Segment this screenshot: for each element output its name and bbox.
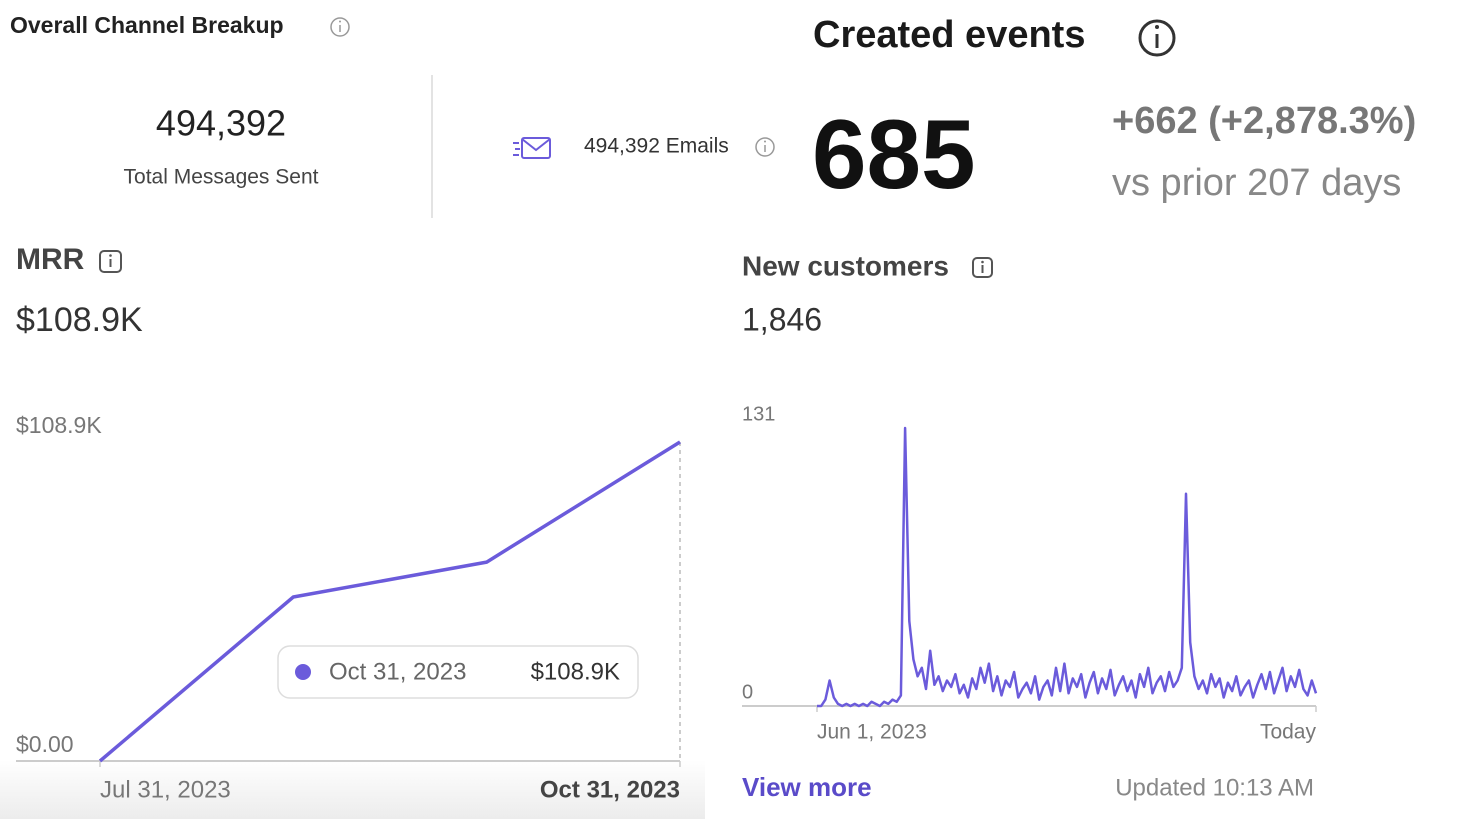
emails-count: 494,392 Emails	[584, 135, 729, 158]
updated-time: Updated 10:13 AM	[1115, 774, 1314, 801]
panel-title: Created events	[813, 14, 1085, 56]
total-label: Total Messages Sent	[124, 166, 319, 189]
info-icon[interactable]	[755, 137, 775, 157]
x-tick-label: Jun 1, 2023	[817, 721, 927, 744]
info-icon[interactable]	[972, 257, 993, 278]
info-icon[interactable]	[330, 17, 350, 37]
x-tick-label: Oct 31, 2023	[540, 776, 680, 803]
chart-headline: $108.9K	[16, 301, 143, 339]
y-tick-label: $0.00	[16, 731, 74, 757]
events-comparison: vs prior 207 days	[1112, 162, 1401, 204]
total-value: 494,392	[156, 103, 286, 144]
y-tick-label: 131	[742, 403, 775, 425]
x-tick-label: Today	[1260, 721, 1317, 744]
tooltip-date: Oct 31, 2023	[329, 658, 466, 685]
y-tick-label: $108.9K	[16, 412, 102, 438]
chart-headline: 1,846	[742, 301, 822, 337]
x-tick-label: Jul 31, 2023	[100, 776, 231, 803]
events-value: 685	[812, 99, 976, 209]
chart-title: New customers	[742, 250, 949, 281]
series-line	[98, 440, 681, 763]
panel-title: Overall Channel Breakup	[10, 12, 284, 38]
email-icon	[513, 137, 551, 159]
tooltip	[277, 645, 639, 699]
series-line	[817, 426, 1318, 708]
events-change: +662 (+2,878.3%)	[1112, 100, 1416, 142]
info-icon[interactable]	[1138, 19, 1176, 57]
view-more-link[interactable]: View more	[742, 772, 872, 802]
tooltip-value: $108.9K	[531, 658, 620, 685]
info-icon[interactable]	[99, 250, 122, 273]
chart-title: MRR	[16, 243, 85, 276]
tooltip-dot	[295, 664, 311, 680]
panel-shade	[0, 760, 705, 819]
y-tick-label: 0	[742, 681, 753, 703]
